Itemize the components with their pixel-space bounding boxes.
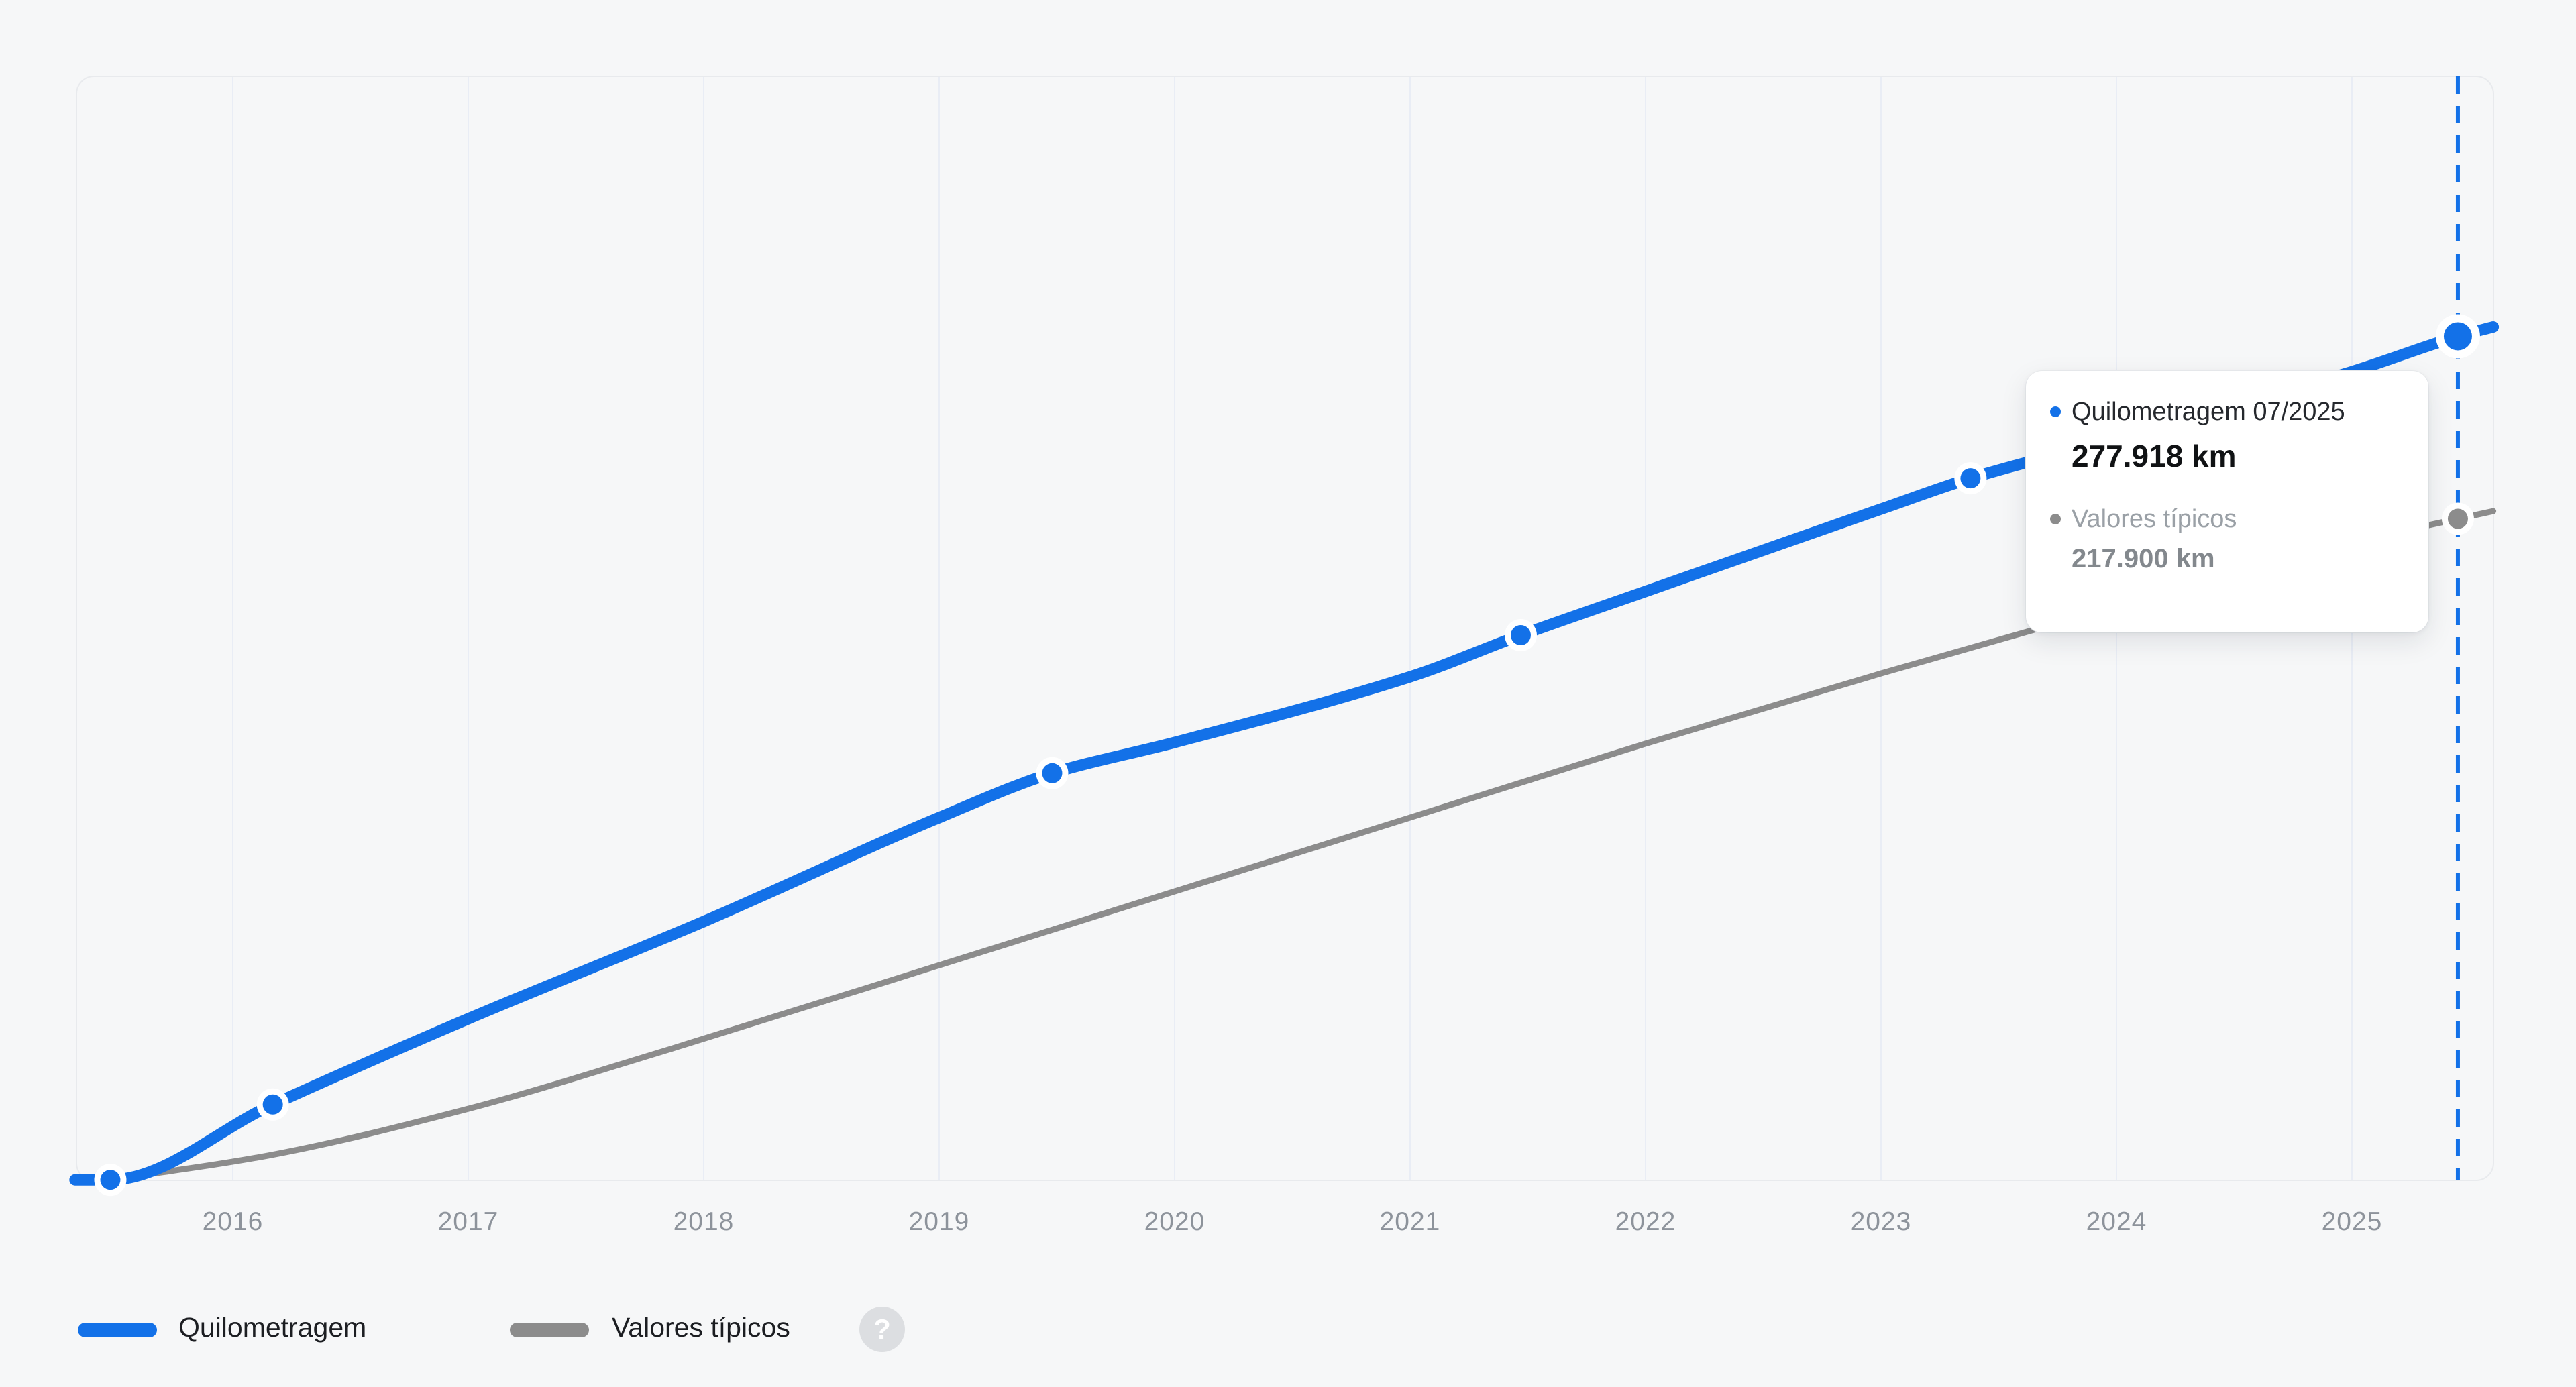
legend-quilometragem-label[interactable]: Quilometragem xyxy=(178,1312,367,1343)
legend-valores-tipicos-swatch[interactable] xyxy=(510,1323,589,1337)
tooltip-series2-value: 217.900 km xyxy=(2072,544,2215,573)
data-point-marker[interactable] xyxy=(1504,619,1537,652)
data-point-marker[interactable] xyxy=(94,1164,127,1197)
x-axis-label: 2022 xyxy=(1615,1207,1676,1236)
tooltip-series1-value: 277.918 km xyxy=(2072,439,2237,474)
data-point-marker[interactable] xyxy=(1036,757,1069,789)
gray-bullet-icon xyxy=(2050,514,2061,524)
x-axis-label: 2020 xyxy=(1144,1207,1205,1236)
help-icon[interactable]: ? xyxy=(859,1307,905,1352)
data-point-markers xyxy=(94,314,2480,1197)
x-axis-label: 2016 xyxy=(202,1207,264,1236)
legend-valores-tipicos-label[interactable]: Valores típicos xyxy=(612,1312,790,1343)
data-point-marker[interactable] xyxy=(2435,314,2480,359)
x-axis-label: 2019 xyxy=(908,1207,970,1236)
tooltip-series2-label: Valores típicos xyxy=(2072,505,2237,533)
x-axis-label: 2017 xyxy=(437,1207,499,1236)
tooltip: Quilometragem 07/2025 277.918 km Valores… xyxy=(2026,371,2428,632)
tooltip-row-valores-tipicos: Valores típicos xyxy=(2050,500,2408,539)
data-point-marker[interactable] xyxy=(256,1088,289,1121)
x-axis-label: 2025 xyxy=(2321,1207,2383,1236)
x-axis-label: 2021 xyxy=(1379,1207,1441,1236)
data-point-marker[interactable] xyxy=(2441,502,2474,535)
legend-quilometragem-swatch[interactable] xyxy=(78,1323,157,1337)
x-axis-label: 2024 xyxy=(2086,1207,2147,1236)
tooltip-series1-label: Quilometragem 07/2025 xyxy=(2072,398,2345,426)
x-axis-label: 2023 xyxy=(1850,1207,1912,1236)
tooltip-row-quilometragem: Quilometragem 07/2025 xyxy=(2050,392,2408,431)
blue-bullet-icon xyxy=(2050,406,2061,417)
plot-border xyxy=(76,76,2494,1181)
x-axis-label: 2018 xyxy=(673,1207,735,1236)
data-point-marker[interactable] xyxy=(1954,462,1987,495)
